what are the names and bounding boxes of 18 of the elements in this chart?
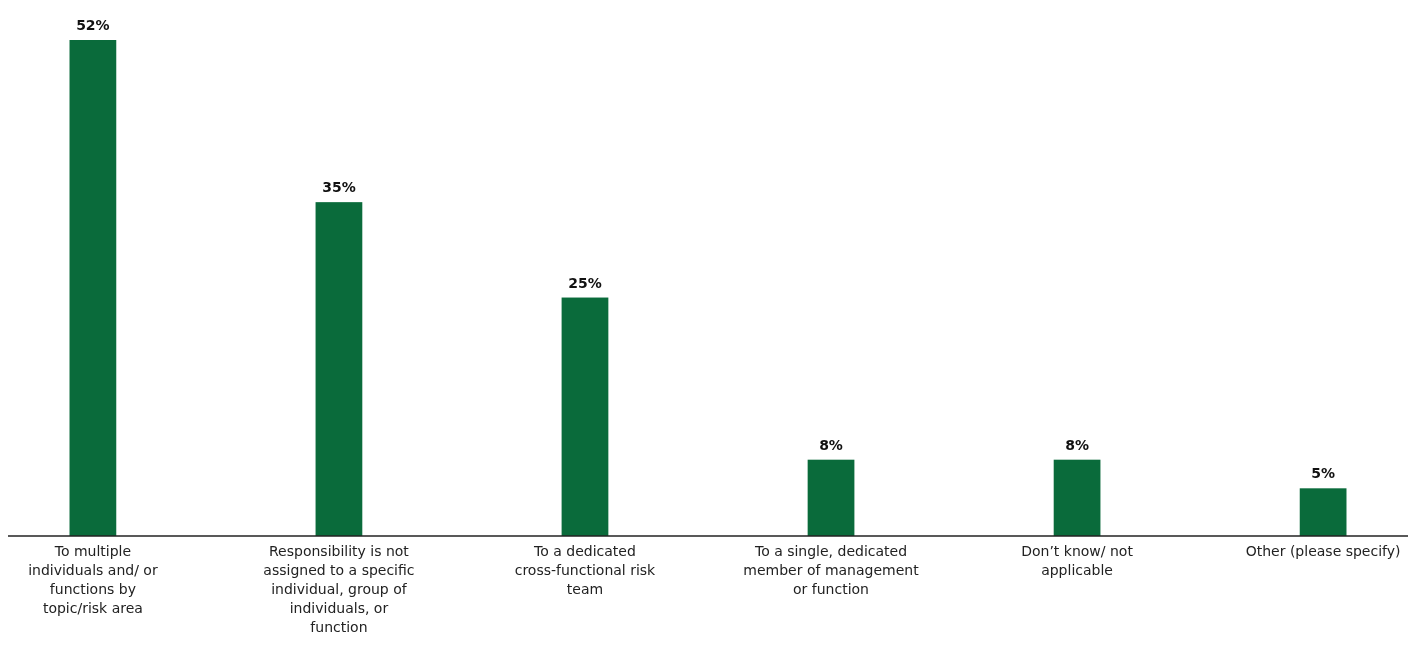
data-label: 5% — [1311, 465, 1335, 482]
x-tick-label: To a dedicated cross-functional risk team — [514, 543, 657, 597]
data-label: 52% — [76, 17, 110, 33]
x-tick-label: Responsibility is not assigned to a specific individual, group of individuals, or function — [263, 543, 415, 635]
data-label: 25% — [568, 274, 602, 291]
data-label: 8% — [1065, 436, 1089, 453]
x-tick-label: To multiple individuals and/ or functions by topic/risk area — [28, 543, 158, 616]
x-tick-label: Other (please specify) — [1245, 543, 1401, 559]
bar — [1299, 488, 1347, 536]
bar — [1053, 459, 1101, 536]
bar — [561, 297, 609, 536]
bar — [69, 40, 117, 536]
bar — [315, 202, 363, 536]
data-label: 8% — [819, 436, 843, 453]
x-tick-label: To a single, dedicated member of management or function — [743, 543, 920, 597]
x-tick-label: Don’t know/ not applicable — [1021, 543, 1134, 578]
bar — [807, 459, 855, 536]
data-label: 35% — [322, 179, 356, 196]
